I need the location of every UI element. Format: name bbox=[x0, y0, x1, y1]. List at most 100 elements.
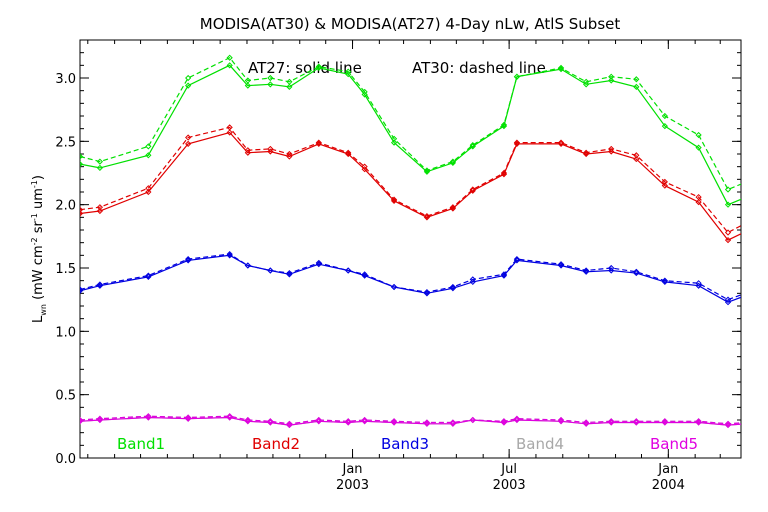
legend-label-band2: Band2 bbox=[252, 435, 300, 453]
data-point-dashed bbox=[145, 143, 152, 150]
data-point-solid bbox=[390, 419, 398, 426]
legend-label-band5: Band5 bbox=[650, 435, 698, 453]
data-point-solid bbox=[315, 140, 322, 147]
x-tick-month-label: Jan bbox=[657, 462, 678, 477]
x-tick-year-label: 2003 bbox=[336, 478, 369, 493]
data-point-solid bbox=[513, 140, 521, 147]
data-point-dashed bbox=[286, 420, 293, 427]
data-point-solid bbox=[226, 129, 233, 136]
data-point-solid bbox=[513, 416, 521, 424]
data-point-dashed bbox=[633, 418, 640, 425]
data-point-solid bbox=[315, 418, 322, 425]
data-point-dashed bbox=[557, 64, 565, 71]
data-point-solid bbox=[608, 419, 615, 426]
data-point-dashed bbox=[557, 416, 565, 424]
data-point-solid bbox=[390, 139, 398, 146]
y-tick-label: 1.5 bbox=[55, 262, 76, 277]
data-point-dashed bbox=[185, 256, 192, 263]
data-point-solid bbox=[96, 164, 104, 172]
data-point-solid bbox=[185, 257, 192, 264]
data-point-solid bbox=[583, 268, 590, 275]
data-point-solid bbox=[513, 73, 521, 80]
data-point-dashed bbox=[361, 416, 368, 424]
data-point-solid bbox=[513, 257, 521, 264]
data-point-dashed bbox=[500, 169, 508, 177]
series-line-solid bbox=[80, 416, 741, 426]
data-point-dashed bbox=[583, 267, 590, 274]
data-point-solid bbox=[608, 267, 615, 274]
data-point-dashed bbox=[423, 288, 431, 296]
data-point-solid bbox=[226, 414, 233, 421]
data-point-dashed bbox=[759, 212, 764, 217]
data-point-dashed bbox=[244, 416, 251, 424]
data-point-solid bbox=[80, 210, 84, 217]
data-point-solid bbox=[633, 269, 640, 277]
data-point-solid bbox=[695, 144, 702, 151]
data-point-dashed bbox=[513, 415, 521, 422]
data-point-solid bbox=[557, 140, 565, 147]
data-point-solid bbox=[633, 83, 640, 90]
data-point-dashed bbox=[608, 73, 615, 80]
data-point-solid bbox=[185, 140, 192, 147]
data-point-solid bbox=[286, 271, 293, 278]
data-point-solid bbox=[557, 418, 565, 425]
data-point-solid bbox=[724, 237, 732, 244]
data-point-dashed bbox=[661, 277, 668, 284]
data-point-dashed bbox=[633, 76, 640, 83]
data-point-solid bbox=[469, 143, 476, 150]
data-point-solid bbox=[286, 153, 293, 160]
data-point-dashed bbox=[96, 415, 104, 422]
data-point-solid bbox=[80, 161, 84, 168]
series-band2 bbox=[80, 124, 764, 244]
data-point-solid bbox=[661, 123, 668, 130]
axes-layer: 0.00.51.01.52.02.53.0Jan2003Jul2003Jan20… bbox=[55, 39, 741, 493]
data-point-dashed bbox=[583, 149, 590, 156]
data-point-solid bbox=[244, 418, 251, 425]
legend-label-band4: Band4 bbox=[516, 435, 564, 453]
data-point-dashed bbox=[661, 112, 668, 120]
y-tick-label: 3.0 bbox=[55, 72, 76, 87]
data-point-solid bbox=[145, 152, 152, 159]
data-point-dashed bbox=[695, 131, 702, 139]
data-point-solid bbox=[695, 419, 702, 426]
data-point-dashed bbox=[500, 121, 508, 128]
data-point-dashed bbox=[185, 74, 192, 82]
data-point-solid bbox=[390, 197, 398, 204]
data-point-solid bbox=[557, 262, 565, 269]
data-point-solid bbox=[759, 221, 764, 226]
data-point-solid bbox=[724, 299, 732, 306]
data-point-dashed bbox=[557, 139, 565, 146]
data-point-solid bbox=[145, 414, 152, 421]
data-point-solid bbox=[469, 278, 476, 286]
data-point-dashed bbox=[759, 419, 764, 424]
series-line-solid bbox=[80, 64, 741, 206]
data-point-solid bbox=[759, 420, 764, 425]
series-layer bbox=[80, 54, 764, 429]
data-point-dashed bbox=[449, 283, 457, 291]
data-point-solid bbox=[633, 155, 640, 163]
data-point-solid bbox=[500, 123, 508, 130]
data-point-dashed bbox=[423, 212, 431, 220]
data-point-solid bbox=[145, 273, 152, 280]
data-point-solid bbox=[695, 199, 702, 206]
data-point-solid bbox=[423, 214, 431, 221]
data-point-dashed bbox=[96, 158, 104, 165]
data-point-dashed bbox=[315, 416, 322, 424]
data-point-solid bbox=[80, 287, 84, 294]
legend-layer: Band1 Band2 Band3 Band4 Band5 bbox=[117, 435, 698, 453]
data-point-dashed bbox=[145, 272, 152, 279]
data-point-solid bbox=[423, 420, 431, 427]
plot-frame bbox=[79, 39, 742, 459]
data-point-solid bbox=[361, 166, 368, 173]
data-point-solid bbox=[267, 148, 274, 155]
data-point-dashed bbox=[345, 418, 352, 425]
data-point-dashed bbox=[661, 418, 668, 425]
series-line-dashed bbox=[80, 126, 741, 234]
data-point-dashed bbox=[145, 185, 152, 192]
y-tick-label: 0.5 bbox=[55, 389, 76, 404]
data-point-solid bbox=[244, 262, 251, 269]
data-point-solid bbox=[661, 278, 668, 286]
data-point-solid bbox=[345, 419, 352, 426]
data-point-solid bbox=[724, 421, 732, 429]
data-point-dashed bbox=[759, 173, 764, 178]
